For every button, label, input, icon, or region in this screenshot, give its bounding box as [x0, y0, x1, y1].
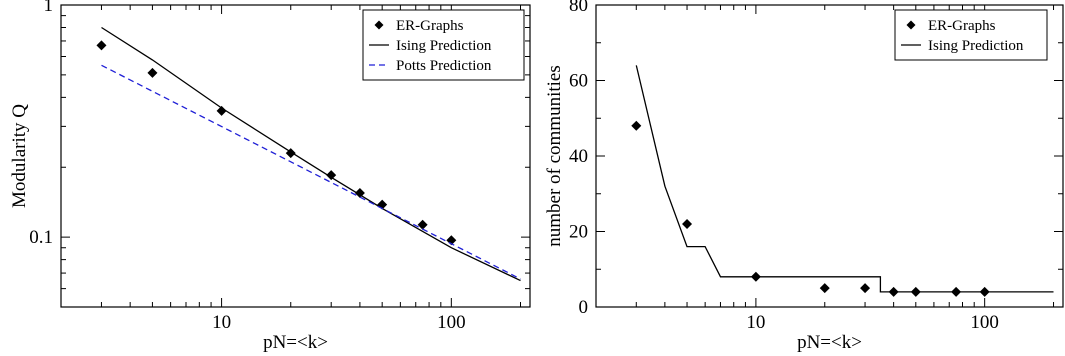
data-point — [682, 218, 693, 229]
legend-marker — [374, 20, 384, 30]
legend-label: Potts Prediction — [396, 58, 492, 74]
y-axis-label: number of communities — [544, 65, 565, 247]
legend-marker — [906, 20, 916, 30]
data-point — [819, 283, 830, 294]
legend-label: ER-Graphs — [396, 18, 464, 34]
data-point — [216, 105, 227, 116]
x-axis-label: pN=<k> — [797, 332, 862, 353]
modularity-panel: 10 100 0.1 1 pN=<k> Modularity Q ER-Graphs Isin… — [9, 0, 531, 353]
y-tick-label: 0 — [579, 297, 589, 318]
data-point — [354, 187, 365, 198]
x-tick-label: 100 — [437, 312, 466, 333]
x-tick-label: 10 — [212, 312, 231, 333]
legend-label: Ising Prediction — [396, 38, 492, 54]
data-point — [631, 120, 642, 131]
x-tick-label: 100 — [970, 312, 999, 333]
data-point — [860, 283, 871, 294]
y-axis-label: Modularity Q — [9, 104, 30, 208]
y-tick-label: 40 — [569, 146, 588, 167]
x-axis-label: pN=<k> — [263, 332, 328, 353]
legend: ER-Graphs Ising Prediction — [894, 9, 1048, 61]
data-point — [417, 219, 428, 230]
x-tick-label: 10 — [746, 312, 765, 333]
data-point — [147, 67, 158, 78]
legend-box — [894, 9, 1048, 61]
y-tick-label: 20 — [569, 222, 588, 243]
series-line-1 — [635, 65, 1054, 293]
series-line-1 — [101, 26, 521, 282]
y-tick-label: 1 — [44, 0, 54, 16]
data-point — [326, 170, 337, 181]
legend: ER-Graphs Ising Prediction Potts Predictio… — [362, 9, 525, 81]
legend-box — [362, 9, 525, 81]
y-tick-label: 80 — [569, 0, 588, 16]
series-line-2 — [101, 64, 521, 280]
y-tick-label: 60 — [569, 71, 588, 92]
legend-label: ER-Graphs — [928, 18, 996, 34]
data-point — [96, 40, 107, 51]
legend-label: Ising Prediction — [928, 38, 1024, 54]
y-tick-label: 0.1 — [29, 227, 53, 248]
communities-panel: 10 100 0 20 40 60 80 pN=<k> number of communitie… — [544, 0, 1064, 353]
plot-frame — [60, 4, 531, 308]
